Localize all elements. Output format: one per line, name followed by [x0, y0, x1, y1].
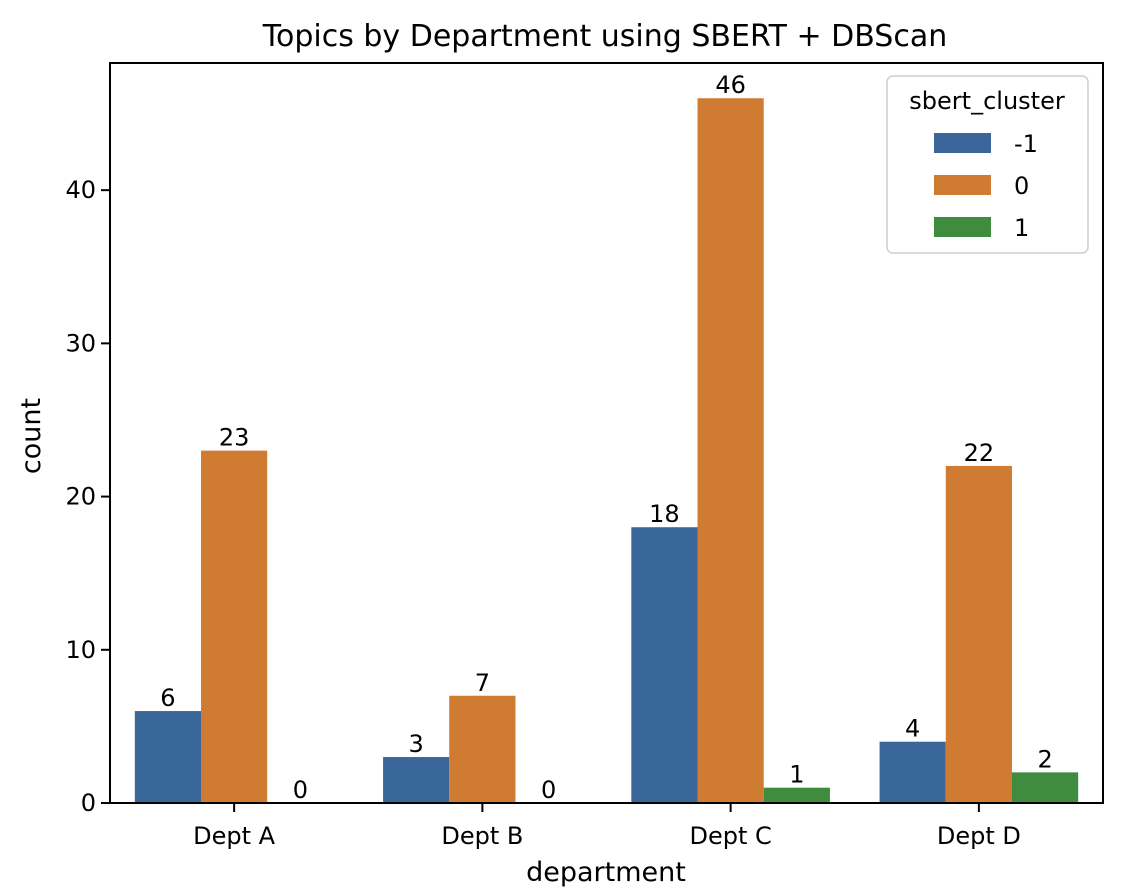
y-tick-label: 40	[65, 176, 96, 204]
bar-dept-c-cluster-1	[763, 787, 830, 803]
y-tick-label: 0	[81, 789, 96, 817]
y-tick-label: 20	[65, 483, 96, 511]
x-axis: Dept A Dept B Dept C Dept D	[193, 803, 1021, 850]
bar-value-label: 6	[160, 684, 175, 712]
bar-value-label: 0	[541, 776, 556, 804]
bar-dept-d-cluster-0	[945, 465, 1012, 803]
legend-box	[886, 75, 1089, 254]
bar-dept-a-cluster--1	[134, 711, 202, 803]
legend-label: -1	[1014, 130, 1038, 158]
bar-value-label: 1	[789, 761, 804, 789]
bar-dept-d-cluster--1	[879, 741, 946, 803]
bar-value-label: 7	[475, 669, 490, 697]
bar-dept-d-cluster-1	[1011, 772, 1079, 803]
legend-swatch	[934, 175, 991, 195]
legend-label: 1	[1014, 214, 1029, 242]
x-axis-label: department	[526, 857, 686, 888]
legend-label: 0	[1014, 172, 1029, 200]
bar-dept-b-cluster--1	[383, 757, 450, 803]
y-axis-label: count	[16, 398, 47, 474]
bar-value-label: 23	[219, 424, 250, 452]
x-tick-label: Dept C	[689, 822, 771, 850]
plot-frame	[109, 62, 1104, 804]
bar-value-label: 46	[715, 71, 746, 99]
x-tick-label: Dept B	[441, 822, 523, 850]
plot-area: 6 3 18 4 23 7 46 22 0 0 1 2	[134, 71, 1079, 804]
y-axis: 0 10 20 30 40	[65, 176, 110, 817]
bar-dept-c-cluster-0	[697, 98, 764, 804]
legend-swatch	[934, 217, 991, 237]
x-tick-label: Dept A	[193, 822, 276, 850]
bar-value-label: 2	[1037, 745, 1052, 773]
bar-dept-b-cluster-0	[449, 695, 516, 803]
bar-value-label: 4	[905, 715, 920, 743]
bar-value-label: 18	[649, 500, 680, 528]
bar-dept-c-cluster--1	[631, 527, 698, 803]
bar-dept-a-cluster-0	[201, 450, 268, 803]
bar-value-label: 3	[409, 730, 424, 758]
bar-value-label: 22	[964, 439, 995, 467]
legend-title: sbert_cluster	[909, 87, 1065, 115]
legend-swatch	[934, 133, 991, 153]
y-tick-label: 30	[65, 329, 96, 357]
y-tick-label: 10	[65, 636, 96, 664]
bar-value-label: 0	[293, 776, 308, 804]
chart-title: Topics by Department using SBERT + DBSca…	[262, 19, 947, 54]
x-tick-label: Dept D	[937, 822, 1021, 850]
legend: sbert_cluster -1 0 1	[886, 75, 1089, 254]
